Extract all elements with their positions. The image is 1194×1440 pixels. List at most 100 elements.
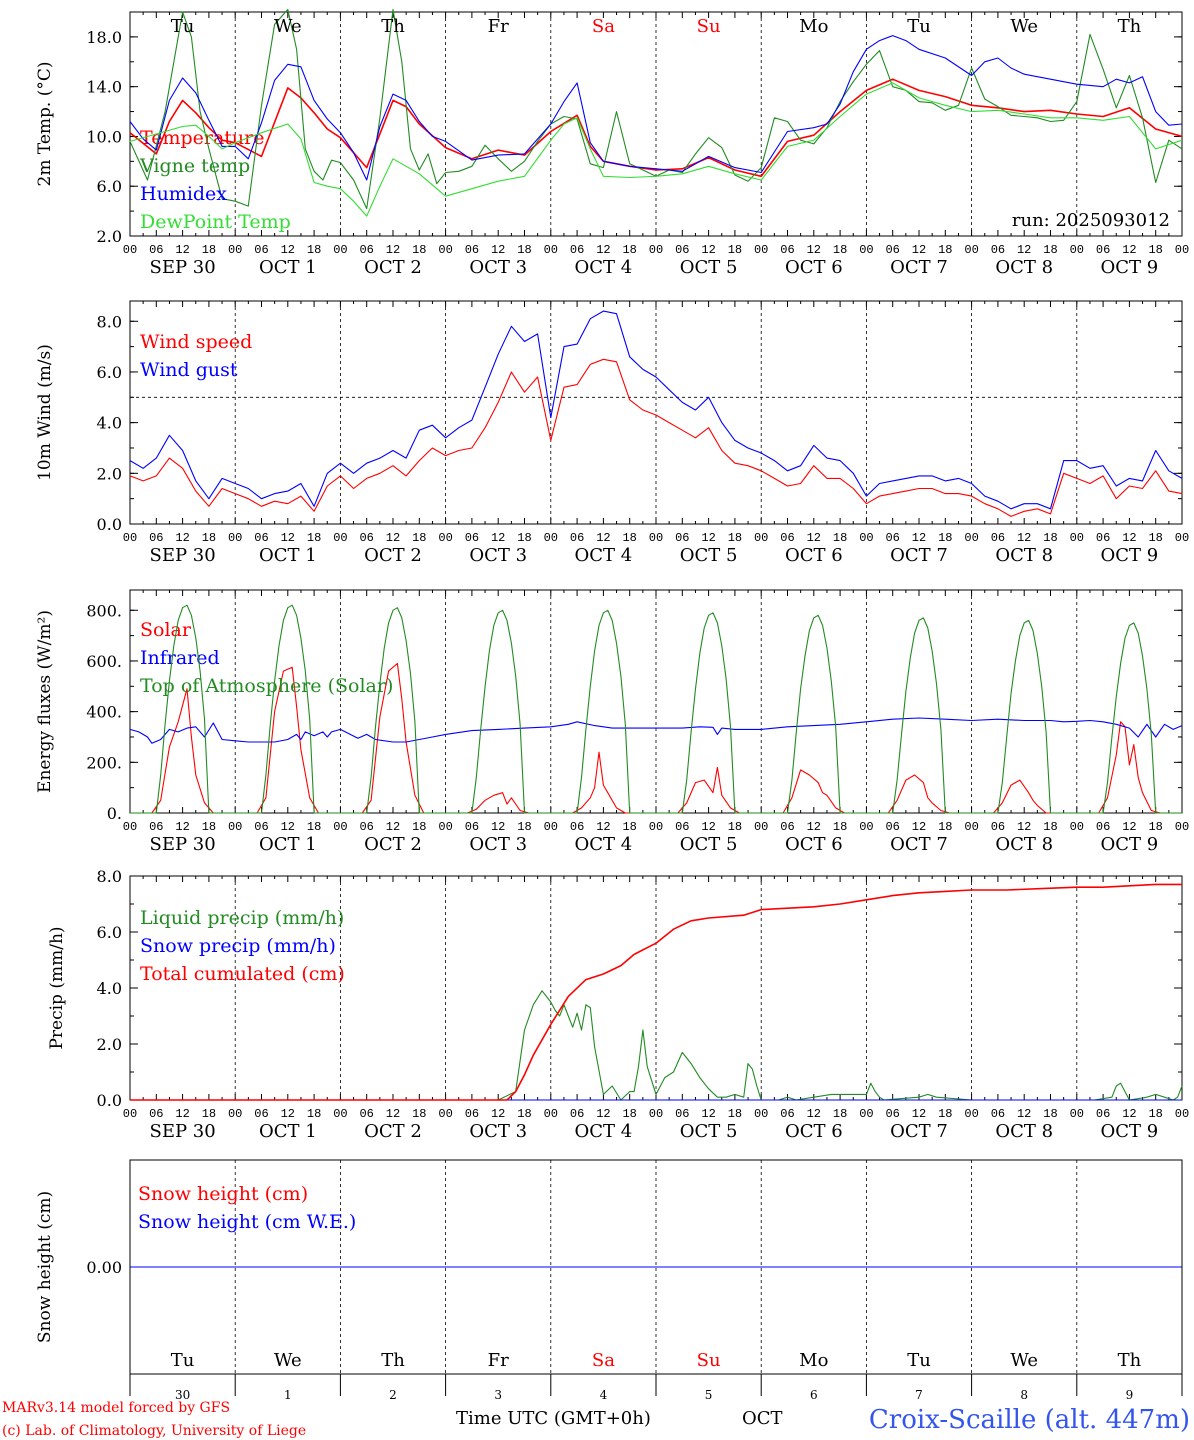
hour-tick-label: 12 — [701, 243, 715, 257]
day-name: We — [274, 16, 302, 37]
hour-tick-label: 06 — [675, 531, 689, 545]
date-label: OCT 6 — [785, 257, 843, 278]
hour-tick-label: 06 — [359, 820, 373, 834]
hour-tick-label: 00 — [649, 531, 663, 545]
hour-tick-label: 12 — [912, 820, 926, 834]
day-name: Th — [1118, 1350, 1142, 1371]
hour-tick-label: 00 — [649, 1107, 663, 1121]
hour-tick-label: 18 — [412, 531, 426, 545]
date-label: OCT 1 — [259, 834, 317, 855]
hour-tick-label: 06 — [1096, 243, 1110, 257]
hour-tick-label: 00 — [228, 820, 242, 834]
date-label: OCT 5 — [680, 257, 738, 278]
hour-tick-label: 06 — [149, 820, 163, 834]
date-label: OCT 4 — [575, 257, 633, 278]
hour-tick-label: 06 — [780, 1107, 794, 1121]
hour-tick-label: 18 — [938, 1107, 952, 1121]
date-label: OCT 7 — [890, 545, 948, 566]
hour-tick-label: 12 — [175, 820, 189, 834]
date-label: OCT 7 — [890, 257, 948, 278]
hour-tick-label: 12 — [807, 531, 821, 545]
date-label: OCT 4 — [575, 1121, 633, 1142]
hour-tick-label: 06 — [885, 1107, 899, 1121]
hour-tick-label: 06 — [570, 531, 584, 545]
day-number: 9 — [1126, 1388, 1134, 1402]
hour-tick-label: 18 — [202, 820, 216, 834]
day-name: Fr — [488, 16, 509, 37]
date-label: OCT 4 — [575, 834, 633, 855]
hour-tick-label: 00 — [123, 820, 137, 834]
y-tick-label: 0.0 — [97, 1091, 122, 1110]
date-label: OCT 5 — [680, 545, 738, 566]
hour-tick-label: 06 — [254, 531, 268, 545]
hour-tick-label: 12 — [1017, 243, 1031, 257]
hour-tick-label: 12 — [1017, 1107, 1031, 1121]
hour-tick-label: 06 — [1096, 1107, 1110, 1121]
day-name: Tu — [907, 1350, 931, 1371]
day-name: Fr — [488, 1350, 509, 1371]
day-name: Sa — [592, 1350, 615, 1371]
date-label: OCT 1 — [259, 545, 317, 566]
y-tick-label: 2.0 — [97, 227, 122, 246]
hour-tick-label: 00 — [438, 1107, 452, 1121]
hour-tick-label: 06 — [254, 820, 268, 834]
hour-tick-label: 12 — [386, 820, 400, 834]
date-label: OCT 5 — [680, 834, 738, 855]
hour-tick-label: 00 — [333, 820, 347, 834]
date-label: OCT 8 — [995, 834, 1053, 855]
hour-tick-label: 00 — [544, 531, 558, 545]
date-label: SEP 30 — [149, 257, 215, 278]
hour-tick-label: 12 — [807, 243, 821, 257]
y-tick-label: 0.00 — [86, 1258, 122, 1277]
date-label: OCT 7 — [890, 1121, 948, 1142]
day-name: Tu — [171, 16, 195, 37]
date-label: OCT 2 — [364, 1121, 422, 1142]
date-label: SEP 30 — [149, 834, 215, 855]
hour-tick-label: 18 — [412, 820, 426, 834]
hour-tick-label: 00 — [228, 243, 242, 257]
series-line — [129, 35, 1183, 181]
hour-tick-label: 12 — [175, 243, 189, 257]
time-axis-label: Time UTC (GMT+0h) — [456, 1408, 651, 1429]
hour-tick-label: 18 — [1043, 531, 1057, 545]
y-tick-label: 800. — [86, 601, 122, 620]
y-tick-label: 4.0 — [97, 979, 122, 998]
series-line — [130, 883, 1182, 1101]
hour-tick-label: 12 — [701, 531, 715, 545]
hour-tick-label: 12 — [281, 531, 295, 545]
hour-tick-label: 12 — [386, 1107, 400, 1121]
model-credit: MARv3.14 model forced by GFS — [2, 1400, 230, 1416]
date-label: OCT 4 — [575, 545, 633, 566]
date-label: OCT 6 — [785, 1121, 843, 1142]
hour-tick-label: 00 — [544, 243, 558, 257]
hour-tick-label: 06 — [885, 531, 899, 545]
legend-entry: Snow height (cm) — [138, 1183, 308, 1205]
hour-tick-label: 00 — [1070, 820, 1084, 834]
day-number: 2 — [389, 1388, 397, 1402]
day-name: We — [274, 1350, 302, 1371]
legend-entry: Vigne temp — [139, 155, 250, 177]
hour-tick-label: 18 — [307, 820, 321, 834]
day-number: 7 — [915, 1388, 923, 1402]
day-name: Tu — [171, 1350, 195, 1371]
day-number: 5 — [705, 1388, 713, 1402]
lab-credit: (c) Lab. of Climatology, University of L… — [2, 1423, 306, 1439]
date-label: OCT 3 — [469, 257, 527, 278]
hour-tick-label: 12 — [281, 243, 295, 257]
date-label: SEP 30 — [149, 545, 215, 566]
legend-entry: Solar — [140, 619, 192, 641]
hour-tick-label: 00 — [649, 243, 663, 257]
hour-tick-label: 00 — [964, 531, 978, 545]
hour-tick-label: 06 — [359, 531, 373, 545]
hour-tick-label: 18 — [1148, 531, 1162, 545]
hour-tick-label: 00 — [123, 243, 137, 257]
legend-entry: Top of Atmosphere (Solar) — [140, 675, 393, 697]
hour-tick-label: 06 — [254, 1107, 268, 1121]
series-line — [129, 8, 1183, 210]
y-tick-label: 8.0 — [97, 867, 122, 886]
hour-tick-label: 12 — [175, 531, 189, 545]
hour-tick-label: 12 — [386, 531, 400, 545]
